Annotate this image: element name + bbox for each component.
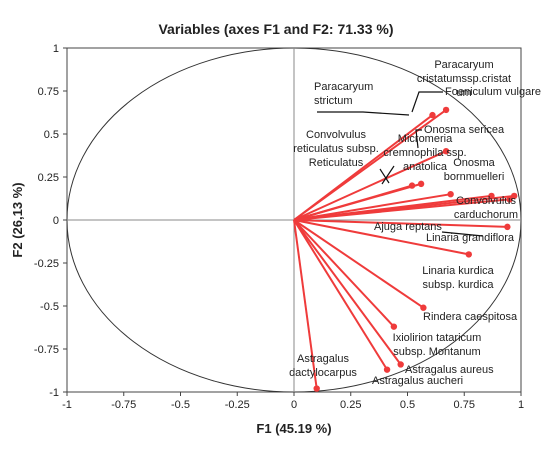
x-tick-label: -0.25 (225, 399, 250, 411)
y-tick-label: 0.75 (38, 86, 59, 98)
variable-vector (293, 150, 447, 221)
variable-label-line: subsp. Montanum (393, 346, 480, 358)
variable-label-line: Linaria grandiflora (426, 232, 515, 244)
label-leader-line (381, 165, 395, 185)
variable-label-line: Onosma (453, 157, 495, 169)
x-tick-label: -0.5 (171, 399, 190, 411)
variable-label-line: Ixiolirion tataricum (393, 332, 482, 344)
variable-point (420, 304, 427, 311)
variable-label: Linaria kurdica subsp. kurdica (422, 265, 494, 291)
variable-vector (293, 219, 402, 366)
variable-label: Micromeria cremnophila ssp. anatolica (383, 133, 466, 173)
variable-label: Onosma sericea (424, 124, 505, 136)
variable-point (429, 111, 436, 119)
variable-point (313, 385, 320, 392)
label-leader-line (415, 129, 422, 149)
chart-title: Variables (axes F1 and F2: 71.33 %) (158, 21, 393, 37)
variable-label-line: Astragalus aucheri (372, 375, 463, 387)
variable-label-line: Convolvulus (306, 129, 366, 141)
variable-point (510, 192, 518, 200)
variable-label-line: Micromeria (398, 133, 453, 145)
variable-label: Foeniculum vulgare (445, 86, 541, 98)
variable-point (447, 191, 454, 198)
variable-vector (293, 184, 413, 221)
variable-vector (293, 219, 388, 371)
variable-point (442, 148, 450, 155)
variable-label: Ajuga reptans (374, 221, 442, 233)
x-tick-label: -0.75 (111, 399, 136, 411)
variable-label-line: cremnophila ssp. (383, 147, 466, 159)
x-tick-label: 0.75 (454, 399, 475, 411)
variable-label-line: Astragalus (297, 353, 349, 365)
variable-label-line: Paracaryum (434, 59, 493, 71)
variable-label-line: Rindera caespitosa (423, 311, 518, 323)
variable-point (397, 361, 404, 368)
y-tick-label: -0.75 (34, 344, 59, 356)
y-tick-label: -0.5 (40, 301, 59, 313)
variable-label: Linaria grandiflora (426, 232, 515, 244)
variable-label: Paracaryum strictum (314, 81, 373, 107)
variable-vector (293, 219, 469, 256)
variable-vector (293, 219, 424, 309)
variable-label: Astragalus aucheri (372, 375, 463, 387)
variable-label: Convolvulus carduchorum (454, 195, 518, 221)
variable-label-line: Paracaryum (314, 81, 373, 93)
label-leader-line (441, 231, 484, 237)
variable-label: Ixiolirion tataricum subsp. Montanum (393, 332, 482, 358)
variable-label-line: Onosma sericea (424, 124, 505, 136)
y-tick-label: -0.25 (34, 258, 59, 270)
variable-point (465, 251, 472, 258)
x-tick-label: 1 (518, 399, 524, 411)
variable-label-line: Astragalus aureus (405, 364, 494, 376)
label-leader-line (379, 168, 390, 184)
y-tick-label: -1 (49, 387, 59, 399)
variable-point (417, 180, 425, 188)
y-tick-label: 0.5 (44, 129, 59, 141)
variable-point (442, 106, 450, 114)
y-tick-label: 1 (53, 43, 59, 55)
variable-label-line: dactylocarpus (289, 367, 357, 379)
variable-vector (293, 109, 447, 221)
variable-label-line: Convolvulus (456, 195, 516, 207)
variable-label: Rindera caespitosa (423, 311, 518, 323)
variable-label-line: Linaria kurdica (422, 265, 494, 277)
variable-label-line: reticulatus subsp. (293, 143, 379, 155)
x-tick-label: -1 (62, 399, 72, 411)
y-tick-label: 0.25 (38, 172, 59, 184)
variable-label-line: cristatumssp.cristat (417, 73, 511, 85)
variable-vector (293, 219, 318, 389)
variable-label: Onosma bornmuelleri (444, 157, 505, 183)
variable-label: Convolvulus reticulatus subsp. Reticulatus (293, 129, 379, 169)
x-axis-title: F1 (45.19 %) (256, 421, 331, 436)
variable-point (390, 323, 398, 330)
variable-label-line: bornmuelleri (444, 171, 505, 183)
variable-label: Paracaryum cristatumssp.cristat um (417, 59, 511, 99)
variable-point (504, 223, 511, 231)
variable-label: Astragalus dactylocarpus (289, 353, 357, 379)
label-leader-line (317, 111, 410, 116)
variable-label-line: um (456, 87, 471, 99)
y-tick-label: 0 (53, 215, 59, 227)
variable-point (506, 196, 513, 203)
label-leader-line (411, 91, 443, 113)
variable-label-line: Reticulatus (309, 157, 364, 169)
variable-vector (293, 193, 451, 221)
x-tick-label: 0 (291, 399, 297, 411)
variable-label-line: subsp. kurdica (423, 279, 495, 291)
y-axis-title: F2 (26,13 %) (10, 182, 25, 257)
variable-point (383, 366, 391, 373)
variable-point (408, 182, 416, 189)
variable-label-line: anatolica (403, 161, 448, 173)
variable-label-line: Ajuga reptans (374, 221, 442, 233)
variable-label-line: carduchorum (454, 209, 518, 221)
variable-vector (293, 219, 508, 228)
variable-label-line: strictum (314, 95, 353, 107)
x-tick-label: 0.25 (340, 399, 361, 411)
variable-label: Astragalus aureus (405, 364, 494, 376)
variable-label-line: Foeniculum vulgare (445, 86, 541, 98)
x-tick-label: 0.5 (400, 399, 415, 411)
variable-vector (293, 198, 510, 221)
variable-vector (293, 219, 395, 328)
